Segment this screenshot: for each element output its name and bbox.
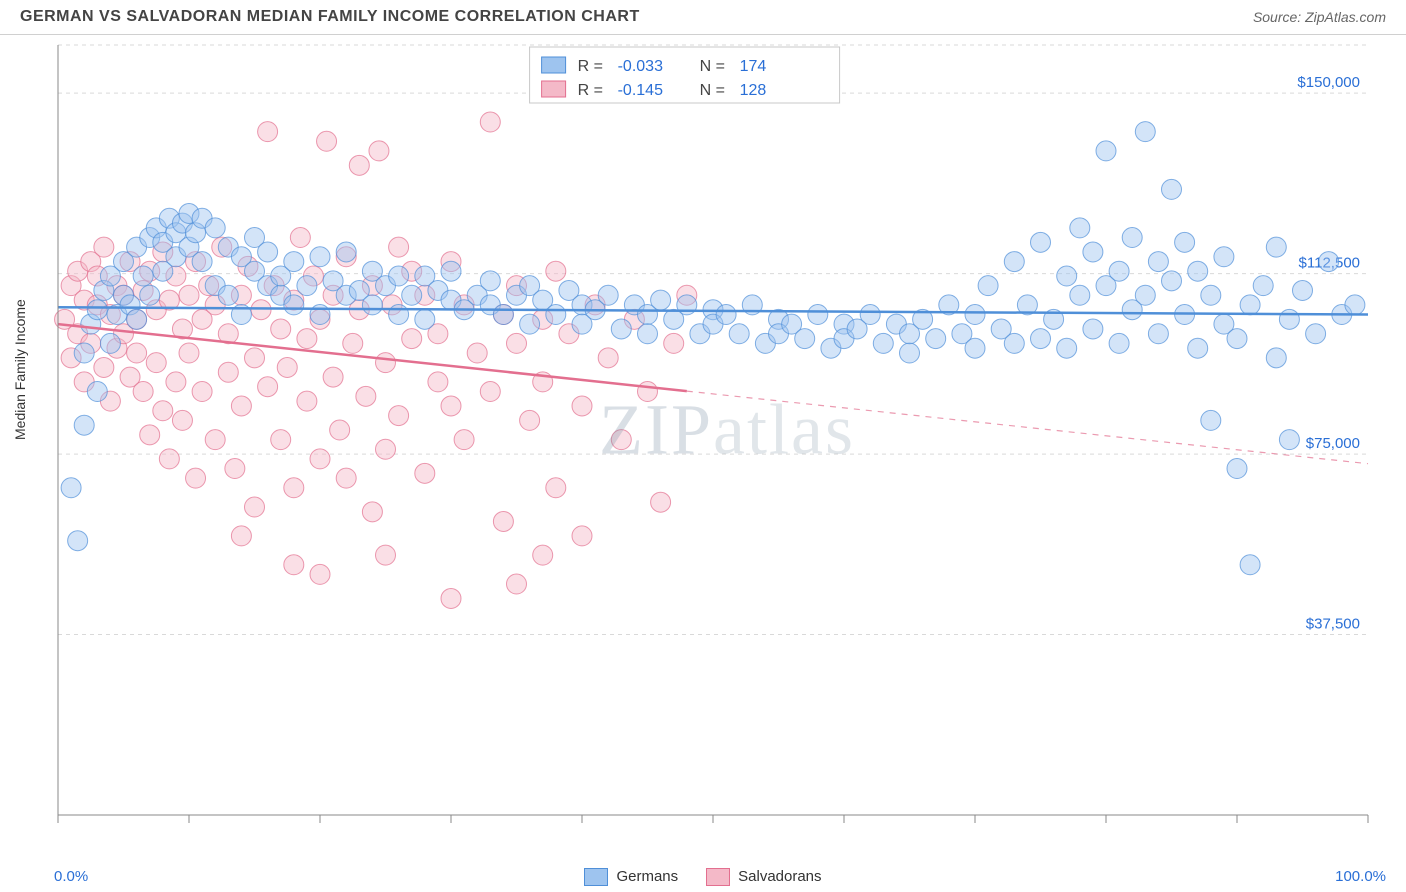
chart-source: Source: ZipAtlas.com [1253, 9, 1386, 25]
svg-text:128: 128 [740, 82, 767, 99]
scatter-chart: $37,500$75,000$112,500$150,000R =-0.033N… [48, 35, 1378, 825]
bottom-legend: 0.0% Germans Salvadorans 100.0% [0, 868, 1406, 886]
svg-text:R =: R = [578, 58, 603, 75]
svg-text:-0.145: -0.145 [618, 82, 663, 99]
legend-item-salvadorans: Salvadorans [706, 868, 821, 886]
legend-label-salvadorans: Salvadorans [738, 868, 821, 885]
series-legend: Germans Salvadorans [584, 868, 821, 886]
chart-header: GERMAN VS SALVADORAN MEDIAN FAMILY INCOM… [0, 0, 1406, 35]
legend-label-germans: Germans [616, 868, 678, 885]
y-axis-label: Median Family Income [12, 299, 28, 440]
svg-text:174: 174 [740, 58, 767, 75]
x-axis-min-label: 0.0% [54, 868, 88, 885]
svg-text:$37,500: $37,500 [1306, 616, 1360, 633]
x-axis-max-label: 100.0% [1335, 868, 1386, 885]
chart-title: GERMAN VS SALVADORAN MEDIAN FAMILY INCOM… [20, 8, 640, 26]
chart-area: $37,500$75,000$112,500$150,000R =-0.033N… [48, 35, 1406, 825]
svg-text:$75,000: $75,000 [1306, 435, 1360, 452]
svg-text:N =: N = [700, 82, 725, 99]
legend-swatch-germans [584, 868, 608, 886]
svg-text:R =: R = [578, 82, 603, 99]
svg-text:N =: N = [700, 58, 725, 75]
legend-swatch-salvadorans [706, 868, 730, 886]
legend-item-germans: Germans [584, 868, 678, 886]
svg-text:-0.033: -0.033 [618, 58, 663, 75]
svg-text:$150,000: $150,000 [1297, 74, 1360, 91]
